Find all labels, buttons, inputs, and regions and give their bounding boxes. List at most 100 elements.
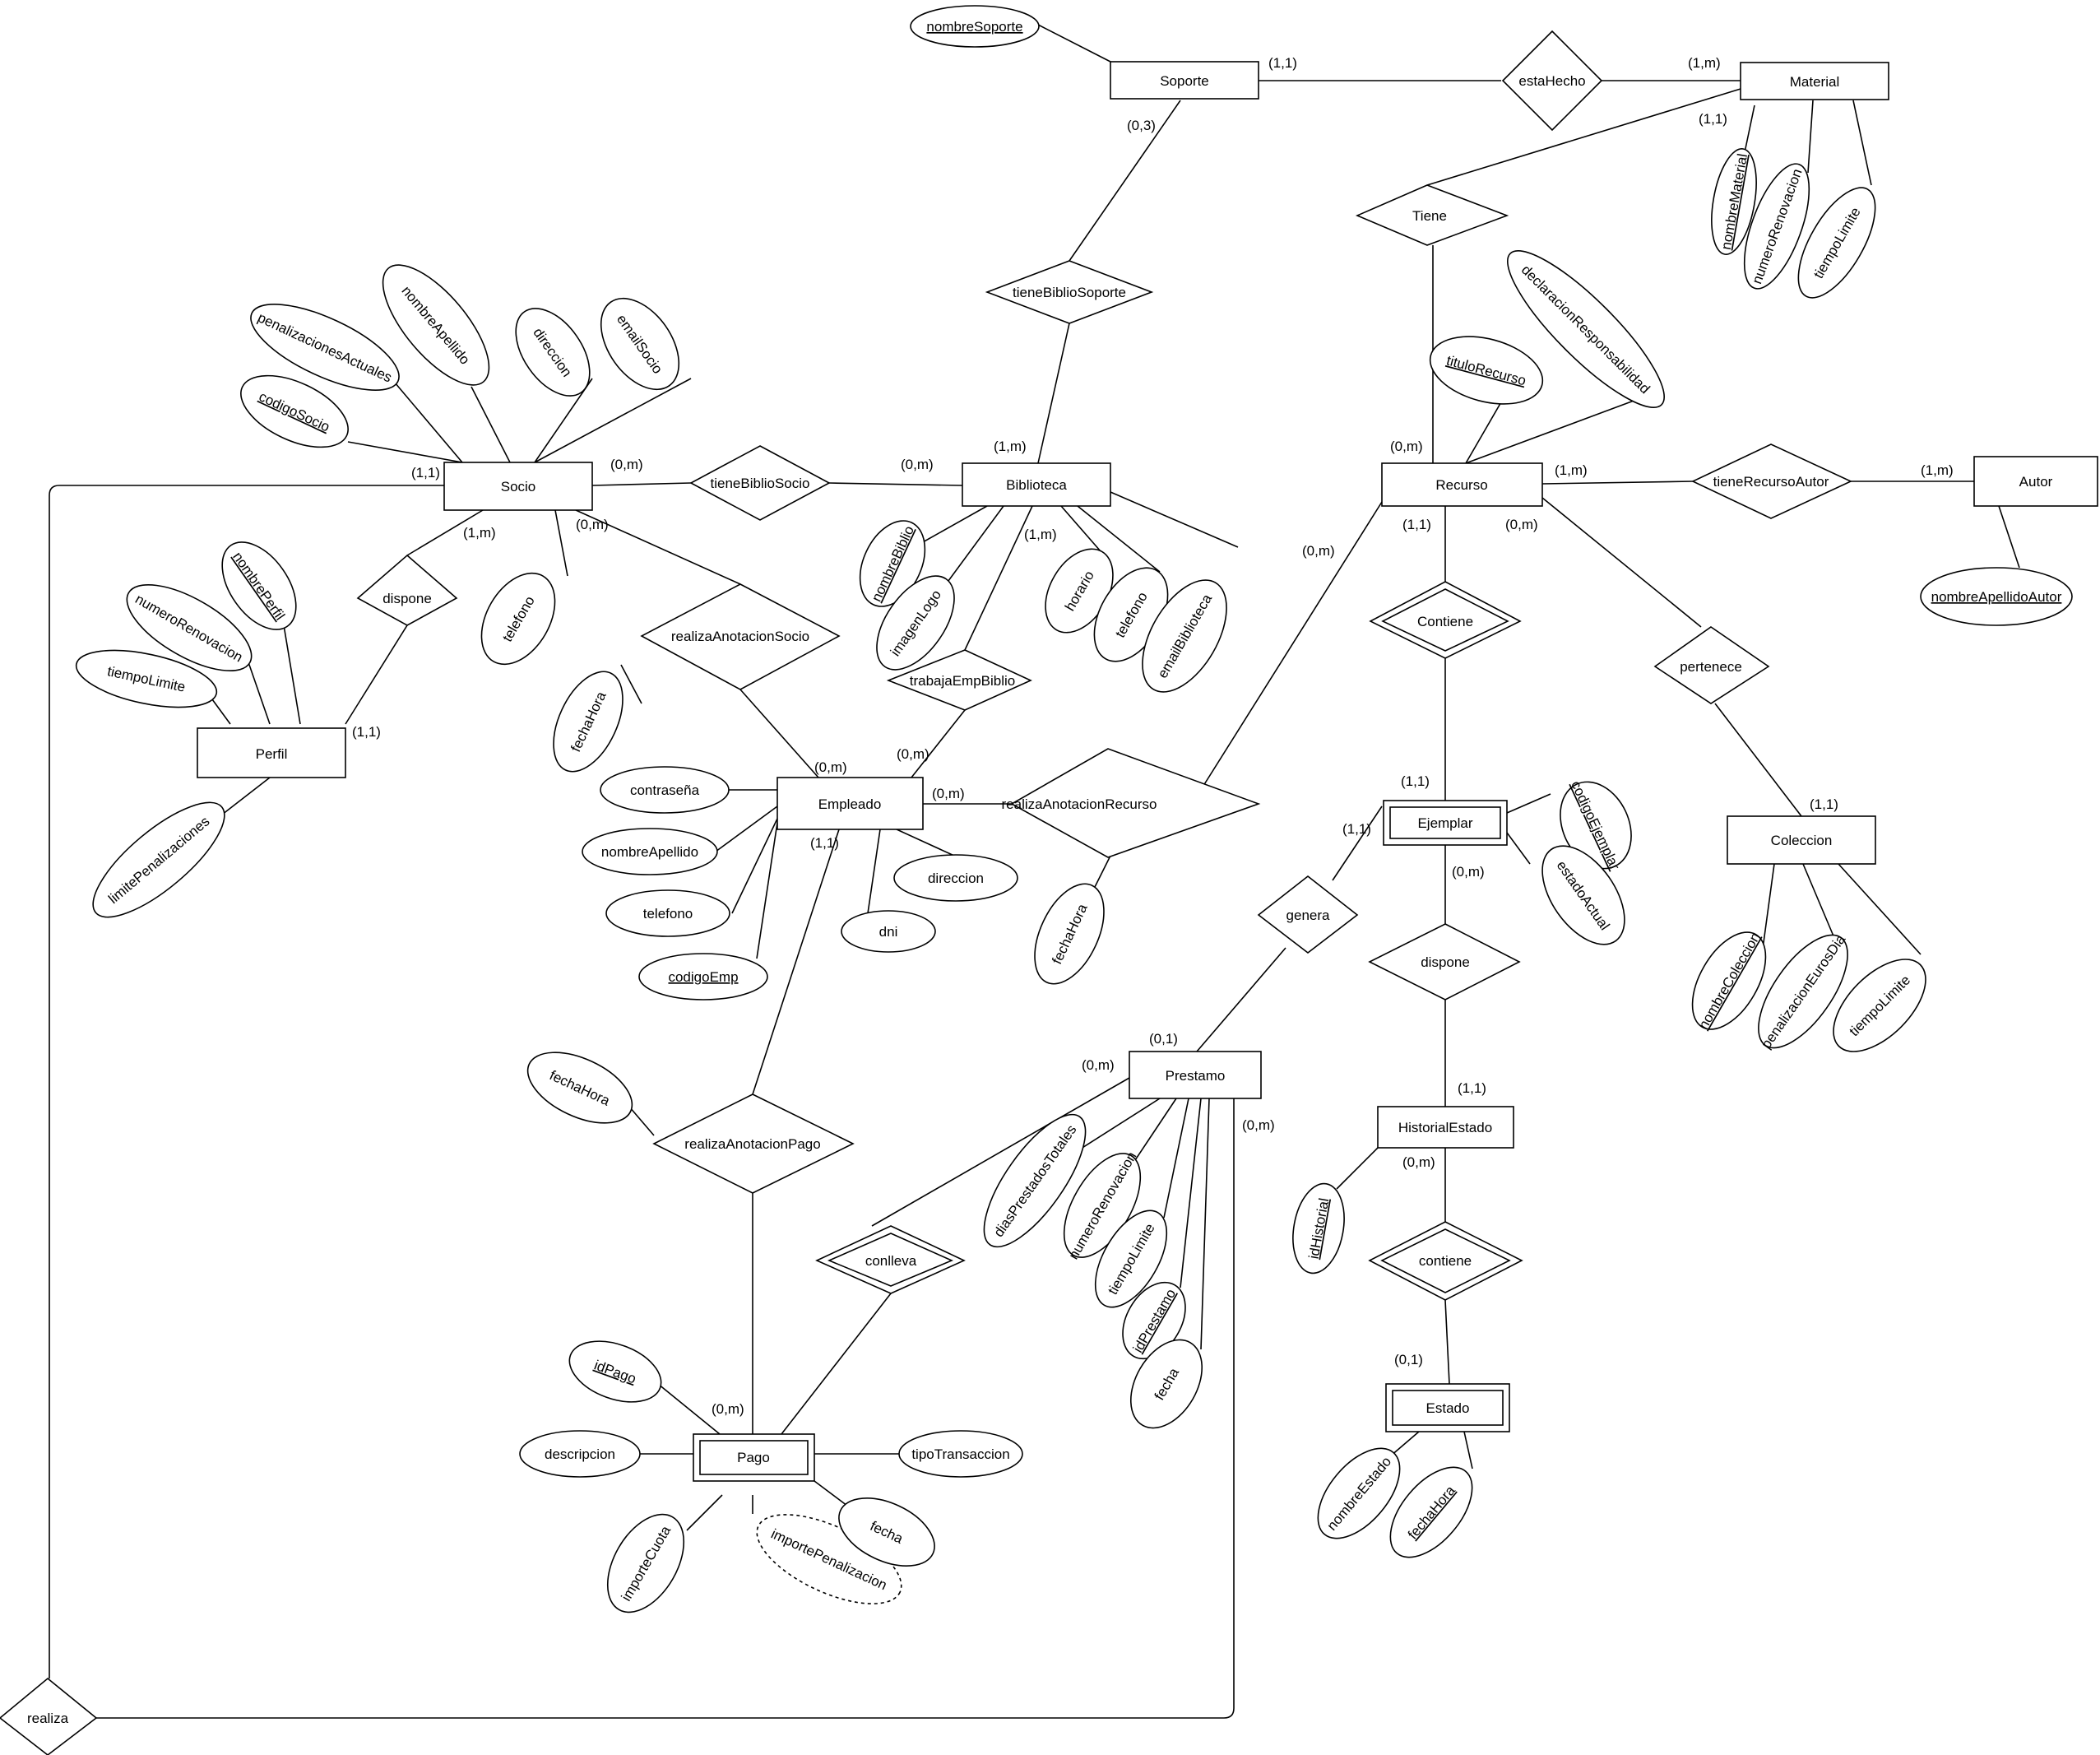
- cardinality-label: (0,m): [901, 457, 934, 472]
- cardinality-label: (0,m): [1452, 864, 1485, 880]
- cardinality-label: (0,3): [1127, 118, 1156, 133]
- attr-label: dni: [879, 924, 898, 940]
- entity-socio: Socio: [443, 462, 593, 511]
- attr-idHistorial: idHistorial: [1292, 1182, 1345, 1274]
- rel-contiene-recurso: Contiene: [1369, 581, 1522, 659]
- rel-label: contiene: [1419, 1253, 1472, 1269]
- attr-label: telefono: [643, 906, 693, 922]
- attr-label: nombreApellidoAutor: [1931, 589, 2062, 605]
- attr-label: contraseña: [630, 782, 700, 798]
- attr-label: tipoTransaccion: [911, 1446, 1009, 1462]
- entities: Soporte Material Socio Biblioteca Recurs…: [197, 61, 2098, 1482]
- attr-limitePenalizaciones: limitePenalizaciones: [92, 801, 225, 918]
- entity-biblioteca: Biblioteca: [962, 462, 1111, 507]
- rel-trabajaEmpBiblio: trabajaEmpBiblio: [886, 649, 1032, 711]
- rel-label: dispone: [1421, 954, 1470, 970]
- cardinality-label: (0,m): [1242, 1117, 1275, 1133]
- entity-label: Ejemplar: [1417, 815, 1472, 831]
- rel-label: Tiene: [1412, 208, 1447, 224]
- cardinality-label: (0,m): [1390, 439, 1423, 454]
- attr-nombreMaterial: nombreMaterial: [1711, 148, 1757, 255]
- relationships: estaHecho Tiene tieneBiblioSoporte tiene…: [0, 30, 1852, 1755]
- attr-fechaHora-pago: fechaHora: [526, 1052, 633, 1124]
- rel-estaHecho: estaHecho: [1501, 30, 1603, 132]
- attr-fechaHora-estado: fechaHora: [1389, 1466, 1473, 1558]
- rel-dispone-perfil: dispone: [356, 554, 458, 626]
- rel-realizaAnotacionRecurso: realizaAnotacionRecurso: [1002, 748, 1261, 858]
- cardinality-label: (1,1): [1699, 111, 1727, 127]
- cardinality-label: (1,m): [994, 439, 1027, 454]
- entity-label: Recurso: [1435, 477, 1487, 493]
- attr-label: direccion: [928, 871, 984, 886]
- rel-label: dispone: [382, 591, 432, 606]
- attr-nombreApellido-empleado: nombreApellido: [582, 828, 718, 875]
- entity-pago: Pago: [693, 1433, 815, 1482]
- attr-telefono-empleado: telefono: [605, 889, 730, 937]
- rel-tieneRecursoAutor: tieneRecursoAutor: [1691, 443, 1852, 519]
- cardinality-label: (1,m): [1024, 527, 1057, 542]
- cardinality-label: (1,1): [810, 835, 839, 851]
- rel-conlleva: conlleva: [815, 1225, 966, 1294]
- entity-autor: Autor: [1973, 456, 2098, 507]
- cardinality-label: (1,m): [1688, 55, 1721, 71]
- attr-fechaHora-socio: fechaHora: [553, 671, 624, 773]
- attr-importeCuota: importeCuota: [606, 1513, 685, 1613]
- cardinality-label: (0,m): [897, 746, 929, 762]
- cardinality-label: (1,1): [411, 465, 440, 481]
- rel-realizaAnotacionSocio: realizaAnotacionSocio: [640, 583, 841, 690]
- entity-label: Empleado: [818, 796, 882, 812]
- attr-direccion-socio: direccion: [515, 308, 591, 397]
- rel-label: realizaAnotacionSocio: [671, 629, 809, 644]
- rel-contiene-estado: contiene: [1368, 1221, 1523, 1301]
- entity-label: Autor: [2019, 474, 2053, 490]
- cardinality-label: (0,1): [1149, 1031, 1178, 1047]
- entity-label: HistorialEstado: [1398, 1120, 1492, 1135]
- cardinality-label: (1,m): [1555, 462, 1588, 478]
- attr-telefono-socio: telefono: [480, 572, 556, 666]
- attr-label: nombreApellido: [601, 844, 698, 860]
- cardinality-label: (1,m): [463, 525, 496, 541]
- rel-label: genera: [1286, 908, 1330, 923]
- attr-codigoEmp: codigoEmp: [638, 953, 768, 1001]
- rel-label: conlleva: [865, 1253, 917, 1269]
- entity-perfil: Perfil: [197, 727, 346, 778]
- attr-nombreBiblio: nombreBiblio: [859, 520, 926, 607]
- cardinality-label: (0,m): [1505, 517, 1538, 532]
- cardinality-label: (0,m): [1302, 543, 1335, 559]
- rel-label: realizaAnotacionRecurso: [1002, 796, 1157, 812]
- cardinality-label: (0,m): [712, 1401, 744, 1417]
- rel-label: pertenece: [1680, 659, 1742, 675]
- cardinality-label: (1,1): [1458, 1080, 1486, 1096]
- attr-codigoEjemplar: codigoEjemplar: [1560, 778, 1632, 873]
- entity-empleado: Empleado: [776, 777, 924, 830]
- rel-realizaAnotacionPago: realizaAnotacionPago: [652, 1093, 855, 1194]
- rel-tieneBiblioSocio: tieneBiblioSocio: [689, 445, 831, 521]
- attr-nombreSoporte: nombreSoporte: [910, 5, 1040, 48]
- rel-label: realiza: [27, 1711, 69, 1726]
- cardinality-label: (0,m): [1082, 1057, 1115, 1073]
- entity-label: Material: [1790, 74, 1839, 90]
- attr-label: descripcion: [545, 1446, 615, 1462]
- attr-nombreApellidoAutor: nombreApellidoAutor: [1920, 567, 2073, 626]
- entity-material: Material: [1740, 62, 1889, 100]
- cardinality-label: (0,m): [814, 759, 847, 775]
- attr-contrasena: contraseña: [600, 766, 730, 814]
- entity-label: Socio: [501, 479, 536, 494]
- cardinality-label: (0,m): [576, 517, 609, 532]
- entity-label: Biblioteca: [1006, 477, 1067, 493]
- entity-label: Estado: [1426, 1400, 1470, 1416]
- cardinality-label: (1,1): [352, 724, 381, 740]
- entity-label: Pago: [737, 1450, 770, 1465]
- rel-tieneBiblioSoporte: tieneBiblioSoporte: [985, 260, 1154, 324]
- rel-label: tieneRecursoAutor: [1713, 474, 1829, 490]
- cardinality-label: (1,1): [1268, 55, 1297, 71]
- attr-fecha-prestamo: fecha: [1129, 1339, 1203, 1429]
- rel-pertenece: pertenece: [1653, 626, 1770, 704]
- entity-soporte: Soporte: [1110, 61, 1259, 100]
- attr-idPago: idPago: [568, 1340, 662, 1403]
- rel-label: tieneBiblioSoporte: [1013, 285, 1126, 300]
- entity-label: Soporte: [1160, 73, 1209, 89]
- connector-lines: [49, 24, 2020, 1719]
- entity-label: Perfil: [256, 746, 288, 762]
- attr-tituloRecurso: tituloRecurso: [1429, 336, 1544, 405]
